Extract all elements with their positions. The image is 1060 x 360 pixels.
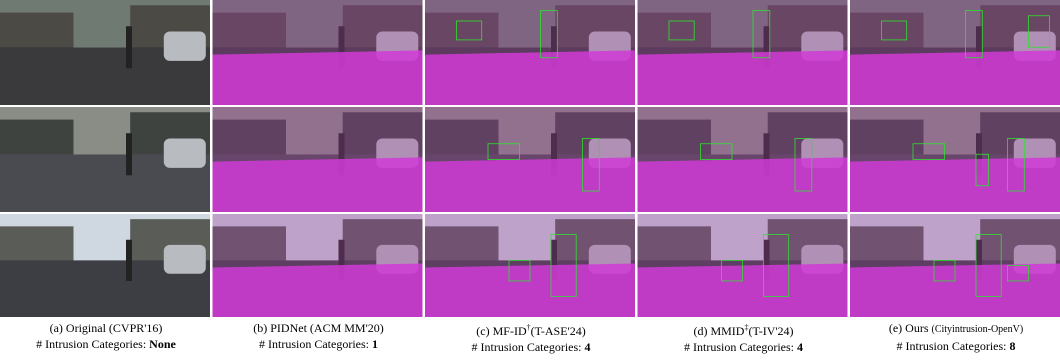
road-mask — [638, 157, 848, 212]
caption-count: 4 — [584, 340, 590, 354]
road-mask — [850, 157, 1060, 212]
caption-label: (c) — [476, 324, 489, 338]
caption-count-label: # Intrusion Categories: — [897, 339, 1007, 353]
caption-label: (d) — [693, 324, 707, 338]
photo-person — [126, 240, 132, 281]
caption: (b)PIDNet(ACM MM'20)# Intrusion Categori… — [213, 320, 425, 352]
road-mask — [850, 50, 1060, 105]
figure: (a)Original(CVPR'16)# Intrusion Categori… — [0, 0, 1060, 360]
caption-venue: (ACM MM'20) — [310, 321, 384, 335]
photo-person — [126, 133, 132, 175]
caption-name: PIDNet — [270, 321, 307, 335]
caption-label: (e) — [889, 321, 902, 335]
caption-venue: (T-IV'24) — [748, 324, 793, 338]
photo-car — [164, 139, 206, 168]
caption-label: (a) — [50, 321, 63, 335]
caption-title: (d)MMID‡(T-IV'24) — [638, 320, 850, 339]
caption: (d)MMID‡(T-IV'24)# Intrusion Categories:… — [638, 320, 850, 355]
caption-count: # Intrusion Categories:4 — [425, 339, 637, 355]
image-grid — [0, 0, 1060, 318]
road-mask — [638, 50, 848, 105]
caption-venue: (T-ASE'24) — [531, 324, 586, 338]
caption-count: # Intrusion Categories:4 — [638, 339, 850, 355]
caption-count: # Intrusion Categories:1 — [213, 336, 425, 352]
caption-count: 1 — [372, 337, 378, 351]
photo-car — [164, 245, 206, 274]
caption-name: MF-ID — [493, 324, 527, 338]
caption-title: (c)MF-ID†(T-ASE'24) — [425, 320, 637, 339]
caption-count: # Intrusion Categories:8 — [850, 338, 1060, 354]
caption-count: 4 — [797, 340, 803, 354]
road-mask — [425, 50, 635, 105]
caption-count: 8 — [1009, 339, 1015, 353]
road-mask — [213, 50, 423, 105]
caption-count: None — [149, 337, 176, 351]
road-mask — [213, 263, 423, 317]
photo-person — [126, 26, 132, 68]
caption-count-label: # Intrusion Categories: — [259, 337, 369, 351]
caption-title: (a)Original(CVPR'16) — [0, 320, 212, 336]
caption-count-label: # Intrusion Categories: — [472, 340, 582, 354]
caption-count: # Intrusion Categories:None — [0, 336, 212, 352]
caption-count-label: # Intrusion Categories: — [684, 340, 794, 354]
road-mask — [425, 157, 635, 212]
caption-label: (b) — [253, 321, 267, 335]
caption: (c)MF-ID†(T-ASE'24)# Intrusion Categorie… — [425, 320, 637, 355]
photo-car — [164, 32, 206, 61]
caption-title: (e)Ours (Cityintrusion-OpenV) — [850, 320, 1060, 338]
caption-count-label: # Intrusion Categories: — [36, 337, 146, 351]
caption-name: Original — [66, 321, 106, 335]
caption-name: MMID — [710, 324, 744, 338]
caption-name: Ours — [905, 321, 928, 335]
caption-venue: (CVPR'16) — [109, 321, 163, 335]
caption: (e)Ours (Cityintrusion-OpenV) # Intrusion … — [850, 320, 1060, 354]
road-mask — [213, 157, 423, 212]
caption-venue: (Cityintrusion-OpenV) — [932, 324, 1024, 335]
caption-title: (b)PIDNet(ACM MM'20) — [213, 320, 425, 336]
caption: (a)Original(CVPR'16)# Intrusion Categori… — [0, 320, 212, 352]
